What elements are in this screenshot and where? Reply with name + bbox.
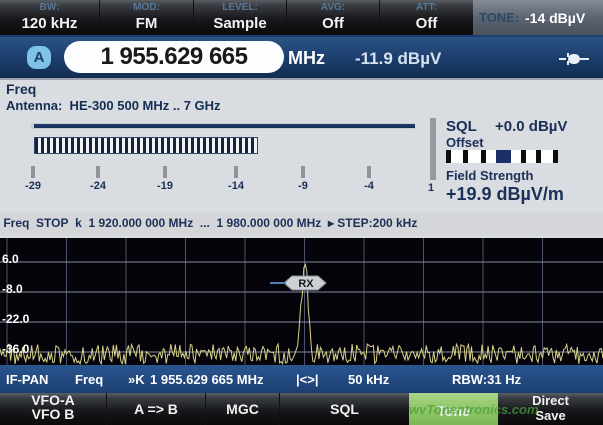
svg-text:RX: RX <box>298 278 314 290</box>
